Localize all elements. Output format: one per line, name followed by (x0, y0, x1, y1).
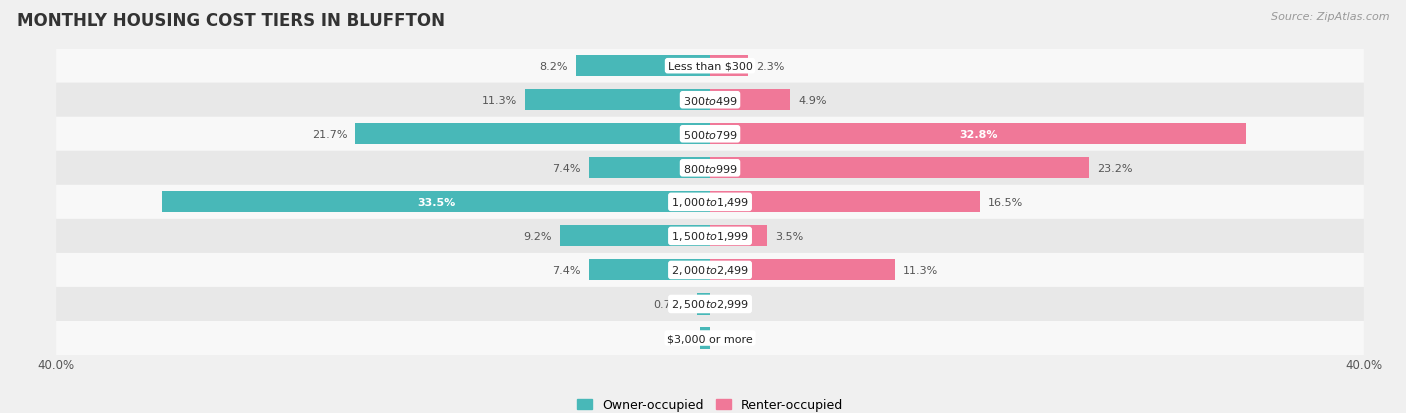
Bar (710, 56, 748, 77)
Text: $1,000 to $1,499: $1,000 to $1,499 (671, 196, 749, 209)
FancyBboxPatch shape (56, 50, 1364, 83)
Text: $2,500 to $2,999: $2,500 to $2,999 (671, 298, 749, 311)
Text: $3,000 or more: $3,000 or more (668, 333, 752, 343)
Text: 33.5%: 33.5% (418, 197, 456, 207)
Bar (710, 158, 1090, 179)
Text: Source: ZipAtlas.com: Source: ZipAtlas.com (1271, 12, 1389, 22)
Bar (356, 124, 710, 145)
Text: Less than $300: Less than $300 (668, 62, 752, 71)
Text: $300 to $499: $300 to $499 (682, 95, 738, 107)
FancyBboxPatch shape (56, 219, 1364, 253)
Text: 21.7%: 21.7% (312, 129, 347, 140)
FancyBboxPatch shape (56, 321, 1364, 355)
Bar (589, 260, 710, 281)
Text: $500 to $799: $500 to $799 (682, 128, 738, 140)
Bar (710, 192, 980, 213)
Bar (710, 90, 790, 111)
Text: 8.2%: 8.2% (540, 62, 568, 71)
FancyBboxPatch shape (56, 185, 1364, 219)
FancyBboxPatch shape (56, 117, 1364, 152)
Text: 0.79%: 0.79% (654, 299, 689, 309)
Bar (560, 226, 710, 247)
Text: 16.5%: 16.5% (988, 197, 1024, 207)
Bar (697, 294, 710, 315)
Text: 11.3%: 11.3% (482, 95, 517, 105)
Text: $1,500 to $1,999: $1,500 to $1,999 (671, 230, 749, 243)
Bar (526, 90, 710, 111)
Text: MONTHLY HOUSING COST TIERS IN BLUFFTON: MONTHLY HOUSING COST TIERS IN BLUFFTON (17, 12, 444, 30)
Bar (710, 260, 894, 281)
Text: 2.3%: 2.3% (756, 62, 785, 71)
Text: 11.3%: 11.3% (903, 265, 938, 275)
Text: 0.0%: 0.0% (718, 333, 747, 343)
FancyBboxPatch shape (56, 83, 1364, 117)
Text: 3.5%: 3.5% (776, 231, 804, 241)
Text: 0.0%: 0.0% (718, 299, 747, 309)
Text: 23.2%: 23.2% (1098, 164, 1133, 173)
FancyBboxPatch shape (56, 287, 1364, 321)
FancyBboxPatch shape (56, 152, 1364, 185)
Text: 4.9%: 4.9% (799, 95, 827, 105)
Bar (710, 226, 768, 247)
Bar (710, 124, 1246, 145)
Bar (700, 328, 710, 349)
Text: 0.6%: 0.6% (664, 333, 692, 343)
Text: 7.4%: 7.4% (553, 164, 581, 173)
Legend: Owner-occupied, Renter-occupied: Owner-occupied, Renter-occupied (572, 393, 848, 413)
Bar (576, 56, 710, 77)
Text: 32.8%: 32.8% (959, 129, 997, 140)
FancyBboxPatch shape (56, 253, 1364, 287)
Text: $2,000 to $2,499: $2,000 to $2,499 (671, 264, 749, 277)
Bar (163, 192, 710, 213)
Bar (589, 158, 710, 179)
Text: 9.2%: 9.2% (523, 231, 551, 241)
Text: $800 to $999: $800 to $999 (682, 162, 738, 174)
Text: 7.4%: 7.4% (553, 265, 581, 275)
